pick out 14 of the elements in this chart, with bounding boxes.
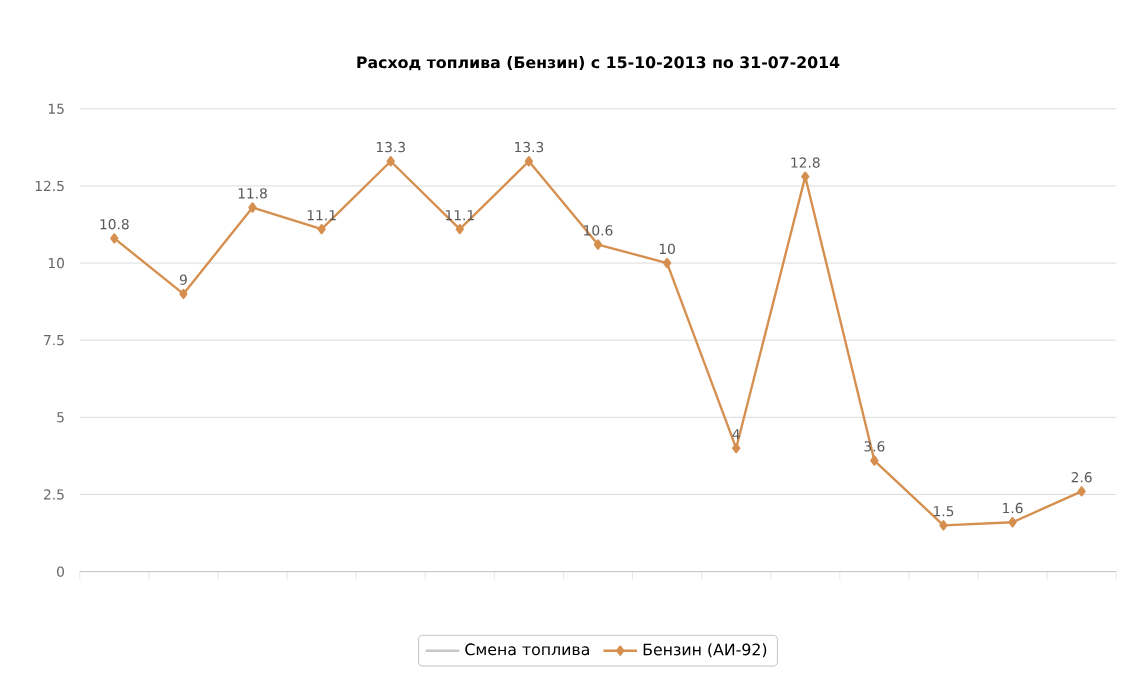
point (593, 239, 603, 250)
point (110, 233, 119, 244)
point (179, 288, 188, 299)
point (386, 155, 395, 167)
point (1008, 516, 1017, 528)
point (662, 257, 672, 269)
point (1077, 486, 1086, 497)
point (317, 223, 326, 235)
point (732, 442, 741, 454)
point (524, 155, 534, 167)
point (455, 223, 464, 235)
point (870, 455, 879, 466)
point (939, 519, 948, 531)
point (248, 202, 257, 213)
